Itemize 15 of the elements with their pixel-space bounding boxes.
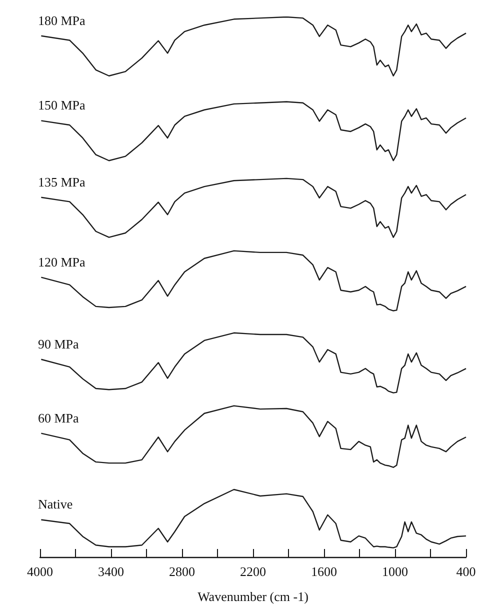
x-tick-label: 1600 bbox=[311, 564, 337, 579]
x-axis-title: Wavenumber (cm -1) bbox=[198, 589, 308, 604]
series-label: 90 MPa bbox=[38, 336, 80, 352]
x-tick-label: 400 bbox=[456, 564, 476, 579]
x-tick-label: 4000 bbox=[27, 564, 53, 579]
x-tick-label: 2200 bbox=[240, 564, 266, 579]
series-label: 120 MPa bbox=[38, 254, 86, 270]
x-tick-label: 2800 bbox=[169, 564, 195, 579]
x-tick-label: 3400 bbox=[98, 564, 124, 579]
series-label: 60 MPa bbox=[38, 410, 80, 426]
series-label: 135 MPa bbox=[38, 174, 86, 190]
x-tick-label: 1000 bbox=[382, 564, 408, 579]
series-label: Native bbox=[38, 496, 73, 512]
series-label: 150 MPa bbox=[38, 98, 86, 113]
series-label: 180 MPa bbox=[38, 12, 86, 28]
